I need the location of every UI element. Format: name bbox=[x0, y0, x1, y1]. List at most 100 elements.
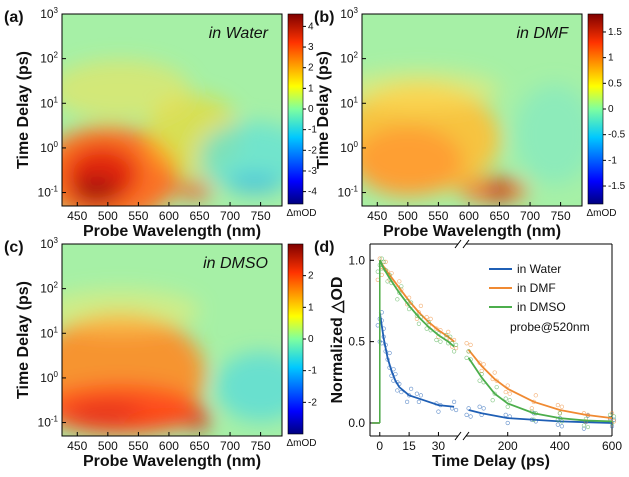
panel-label: (a) bbox=[4, 9, 24, 26]
y-axis-label: Time Delay (ps) bbox=[15, 51, 32, 169]
data-point bbox=[395, 297, 400, 302]
data-point bbox=[585, 424, 591, 430]
series-dmso bbox=[371, 256, 617, 430]
colorbar-tick-label: 2 bbox=[308, 271, 314, 282]
colorbar-tick-label: -1 bbox=[308, 125, 317, 136]
x-tick-label: 450 bbox=[367, 209, 387, 223]
data-point bbox=[453, 342, 459, 347]
data-point bbox=[414, 316, 419, 321]
x-tick-label: 600 bbox=[159, 439, 179, 453]
data-point bbox=[428, 316, 433, 321]
x-tick-label: 700 bbox=[520, 209, 540, 223]
x-tick-label: 550 bbox=[428, 209, 448, 223]
x-tick-label: 550 bbox=[128, 439, 148, 453]
heatmap-blob bbox=[123, 408, 214, 429]
y-tick-label: 102 bbox=[40, 281, 58, 296]
data-point bbox=[479, 368, 484, 374]
heatmap-blob bbox=[62, 59, 191, 120]
panel-annotation: in Water bbox=[209, 25, 269, 42]
panel-label: (d) bbox=[314, 239, 334, 256]
data-point bbox=[503, 396, 508, 401]
fit-line bbox=[467, 357, 613, 423]
data-point bbox=[383, 259, 388, 264]
x-tick-label: 650 bbox=[489, 209, 509, 223]
heatmap-blob bbox=[514, 84, 582, 185]
data-point bbox=[555, 402, 560, 408]
data-point bbox=[379, 256, 384, 261]
heatmap-plot-area bbox=[362, 14, 582, 206]
data-point bbox=[399, 284, 404, 289]
y-tick-label: 103 bbox=[40, 236, 58, 251]
data-point bbox=[503, 412, 508, 417]
legend-label: in DMF bbox=[517, 281, 556, 295]
heatmap-blob bbox=[458, 178, 529, 203]
axis-break-mark bbox=[454, 239, 462, 249]
data-point bbox=[434, 337, 439, 343]
series-dmf bbox=[371, 256, 617, 424]
x-tick-label: 650 bbox=[189, 209, 209, 223]
data-point bbox=[448, 334, 453, 339]
heatmap-blob bbox=[493, 176, 506, 205]
x-tick-label: 400 bbox=[550, 439, 570, 453]
plot-frame bbox=[61, 13, 283, 207]
colorbar-tick-label: -4 bbox=[308, 187, 317, 198]
heatmap-blob bbox=[173, 180, 214, 201]
data-point bbox=[492, 391, 497, 396]
data-point bbox=[557, 411, 562, 416]
data-point bbox=[481, 406, 486, 411]
y-tick-label: 10-1 bbox=[38, 415, 59, 430]
x-axis-label: Probe Wavelength (nm) bbox=[83, 453, 261, 470]
data-point bbox=[397, 279, 402, 284]
colorbar-label: ΔmOD bbox=[286, 438, 316, 449]
colorbar-tick-label: -1 bbox=[608, 155, 617, 166]
y-tick-label: 103 bbox=[340, 6, 358, 21]
heatmap-panel-2: 450 500 550 600 650 700 75010-1100101102103Pro… bbox=[4, 236, 317, 470]
plot-frame bbox=[61, 243, 283, 437]
data-point bbox=[477, 404, 482, 409]
data-point bbox=[434, 326, 439, 331]
data-point bbox=[416, 399, 421, 404]
heatmap-blob bbox=[362, 69, 501, 110]
legend-label: in Water bbox=[517, 262, 561, 276]
x-tick-label: 450 bbox=[67, 209, 87, 223]
x-tick-label: 200 bbox=[498, 439, 518, 453]
data-point bbox=[381, 259, 386, 264]
y-tick-label: 100 bbox=[40, 140, 58, 155]
colorbar-tick-label: 0 bbox=[308, 334, 314, 345]
fit-line bbox=[379, 259, 455, 343]
colorbar-tick-label: 1 bbox=[308, 83, 314, 94]
colorbar-tick-label: 3 bbox=[308, 42, 314, 53]
data-point bbox=[418, 303, 423, 308]
y-tick-label: 101 bbox=[40, 95, 58, 110]
data-point bbox=[559, 404, 564, 409]
data-point bbox=[529, 406, 534, 411]
x-tick-label: 650 bbox=[189, 439, 209, 453]
x-axis-label: Probe Wavelength (nm) bbox=[83, 223, 261, 240]
data-point bbox=[387, 350, 392, 356]
data-point bbox=[581, 423, 587, 428]
data-point bbox=[451, 349, 457, 354]
data-point bbox=[503, 389, 508, 395]
data-point bbox=[414, 391, 419, 396]
fit-line bbox=[468, 409, 613, 424]
x-axis-label: Probe Wavelength (nm) bbox=[383, 223, 561, 240]
legend: in Water in DMF in DMSO bbox=[489, 262, 566, 314]
data-point bbox=[494, 378, 499, 383]
data-point bbox=[426, 320, 431, 325]
colorbar-label: ΔmOD bbox=[586, 208, 616, 219]
y-tick-label: 102 bbox=[40, 51, 58, 66]
x-tick-label: 500 bbox=[398, 209, 418, 223]
data-point bbox=[451, 399, 457, 404]
fit-line bbox=[378, 312, 455, 408]
y-axis-label: Time Delay (ps) bbox=[315, 51, 332, 169]
heatmap-features bbox=[62, 59, 282, 206]
x-tick-label: 15 bbox=[402, 439, 416, 453]
data-point bbox=[555, 422, 560, 427]
data-point bbox=[505, 383, 510, 388]
y-tick-label: 100 bbox=[340, 140, 358, 155]
panel-label: (c) bbox=[4, 239, 24, 256]
colorbar-tick-label: 4 bbox=[308, 21, 314, 32]
x-tick-label: 600 bbox=[459, 209, 479, 223]
data-point bbox=[446, 329, 451, 334]
y-tick-label: 1.0 bbox=[348, 253, 365, 267]
